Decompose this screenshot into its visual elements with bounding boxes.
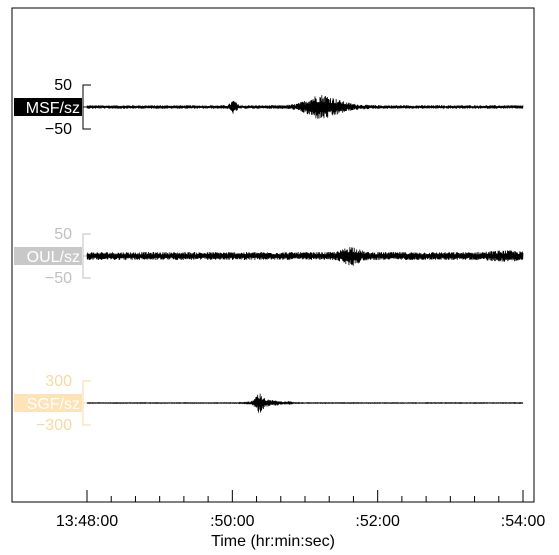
station-label: MSF/sz <box>26 100 80 117</box>
x-tick-label: :50:00 <box>210 513 255 530</box>
x-tick-label: :52:00 <box>355 513 400 530</box>
station-label: OUL/sz <box>27 249 80 266</box>
amplitude-max-label: 300 <box>45 373 72 390</box>
amplitude-max-label: 50 <box>54 226 72 243</box>
station-label-bg <box>14 394 82 412</box>
x-tick-label: :54:00 <box>501 513 546 530</box>
waveform-line <box>86 247 524 266</box>
amplitude-min-label: −300 <box>36 417 72 434</box>
traces-layer: 50 −50 MSF/sz 50 −50 OUL/sz 300 −300 SGF/sz <box>14 77 524 434</box>
station-label-bg <box>14 247 82 265</box>
waveform-line <box>86 393 524 413</box>
x-axis: 13:48:00 :50:00 :52:00 :54:00 <box>56 490 545 530</box>
trace-group: 50 −50 OUL/sz <box>14 226 524 287</box>
station-label: SGF/sz <box>27 396 80 413</box>
x-tick-label: 13:48:00 <box>56 513 118 530</box>
waveform-line <box>86 95 524 119</box>
amplitude-min-label: −50 <box>45 121 72 138</box>
trace-group: 50 −50 MSF/sz <box>14 77 524 138</box>
plot-frame <box>11 7 535 503</box>
station-label-bg <box>14 98 82 116</box>
x-axis-label: Time (hr:min:sec) <box>211 533 335 550</box>
trace-group: 300 −300 SGF/sz <box>14 373 524 434</box>
amplitude-max-label: 50 <box>54 77 72 94</box>
amplitude-min-label: −50 <box>45 270 72 287</box>
